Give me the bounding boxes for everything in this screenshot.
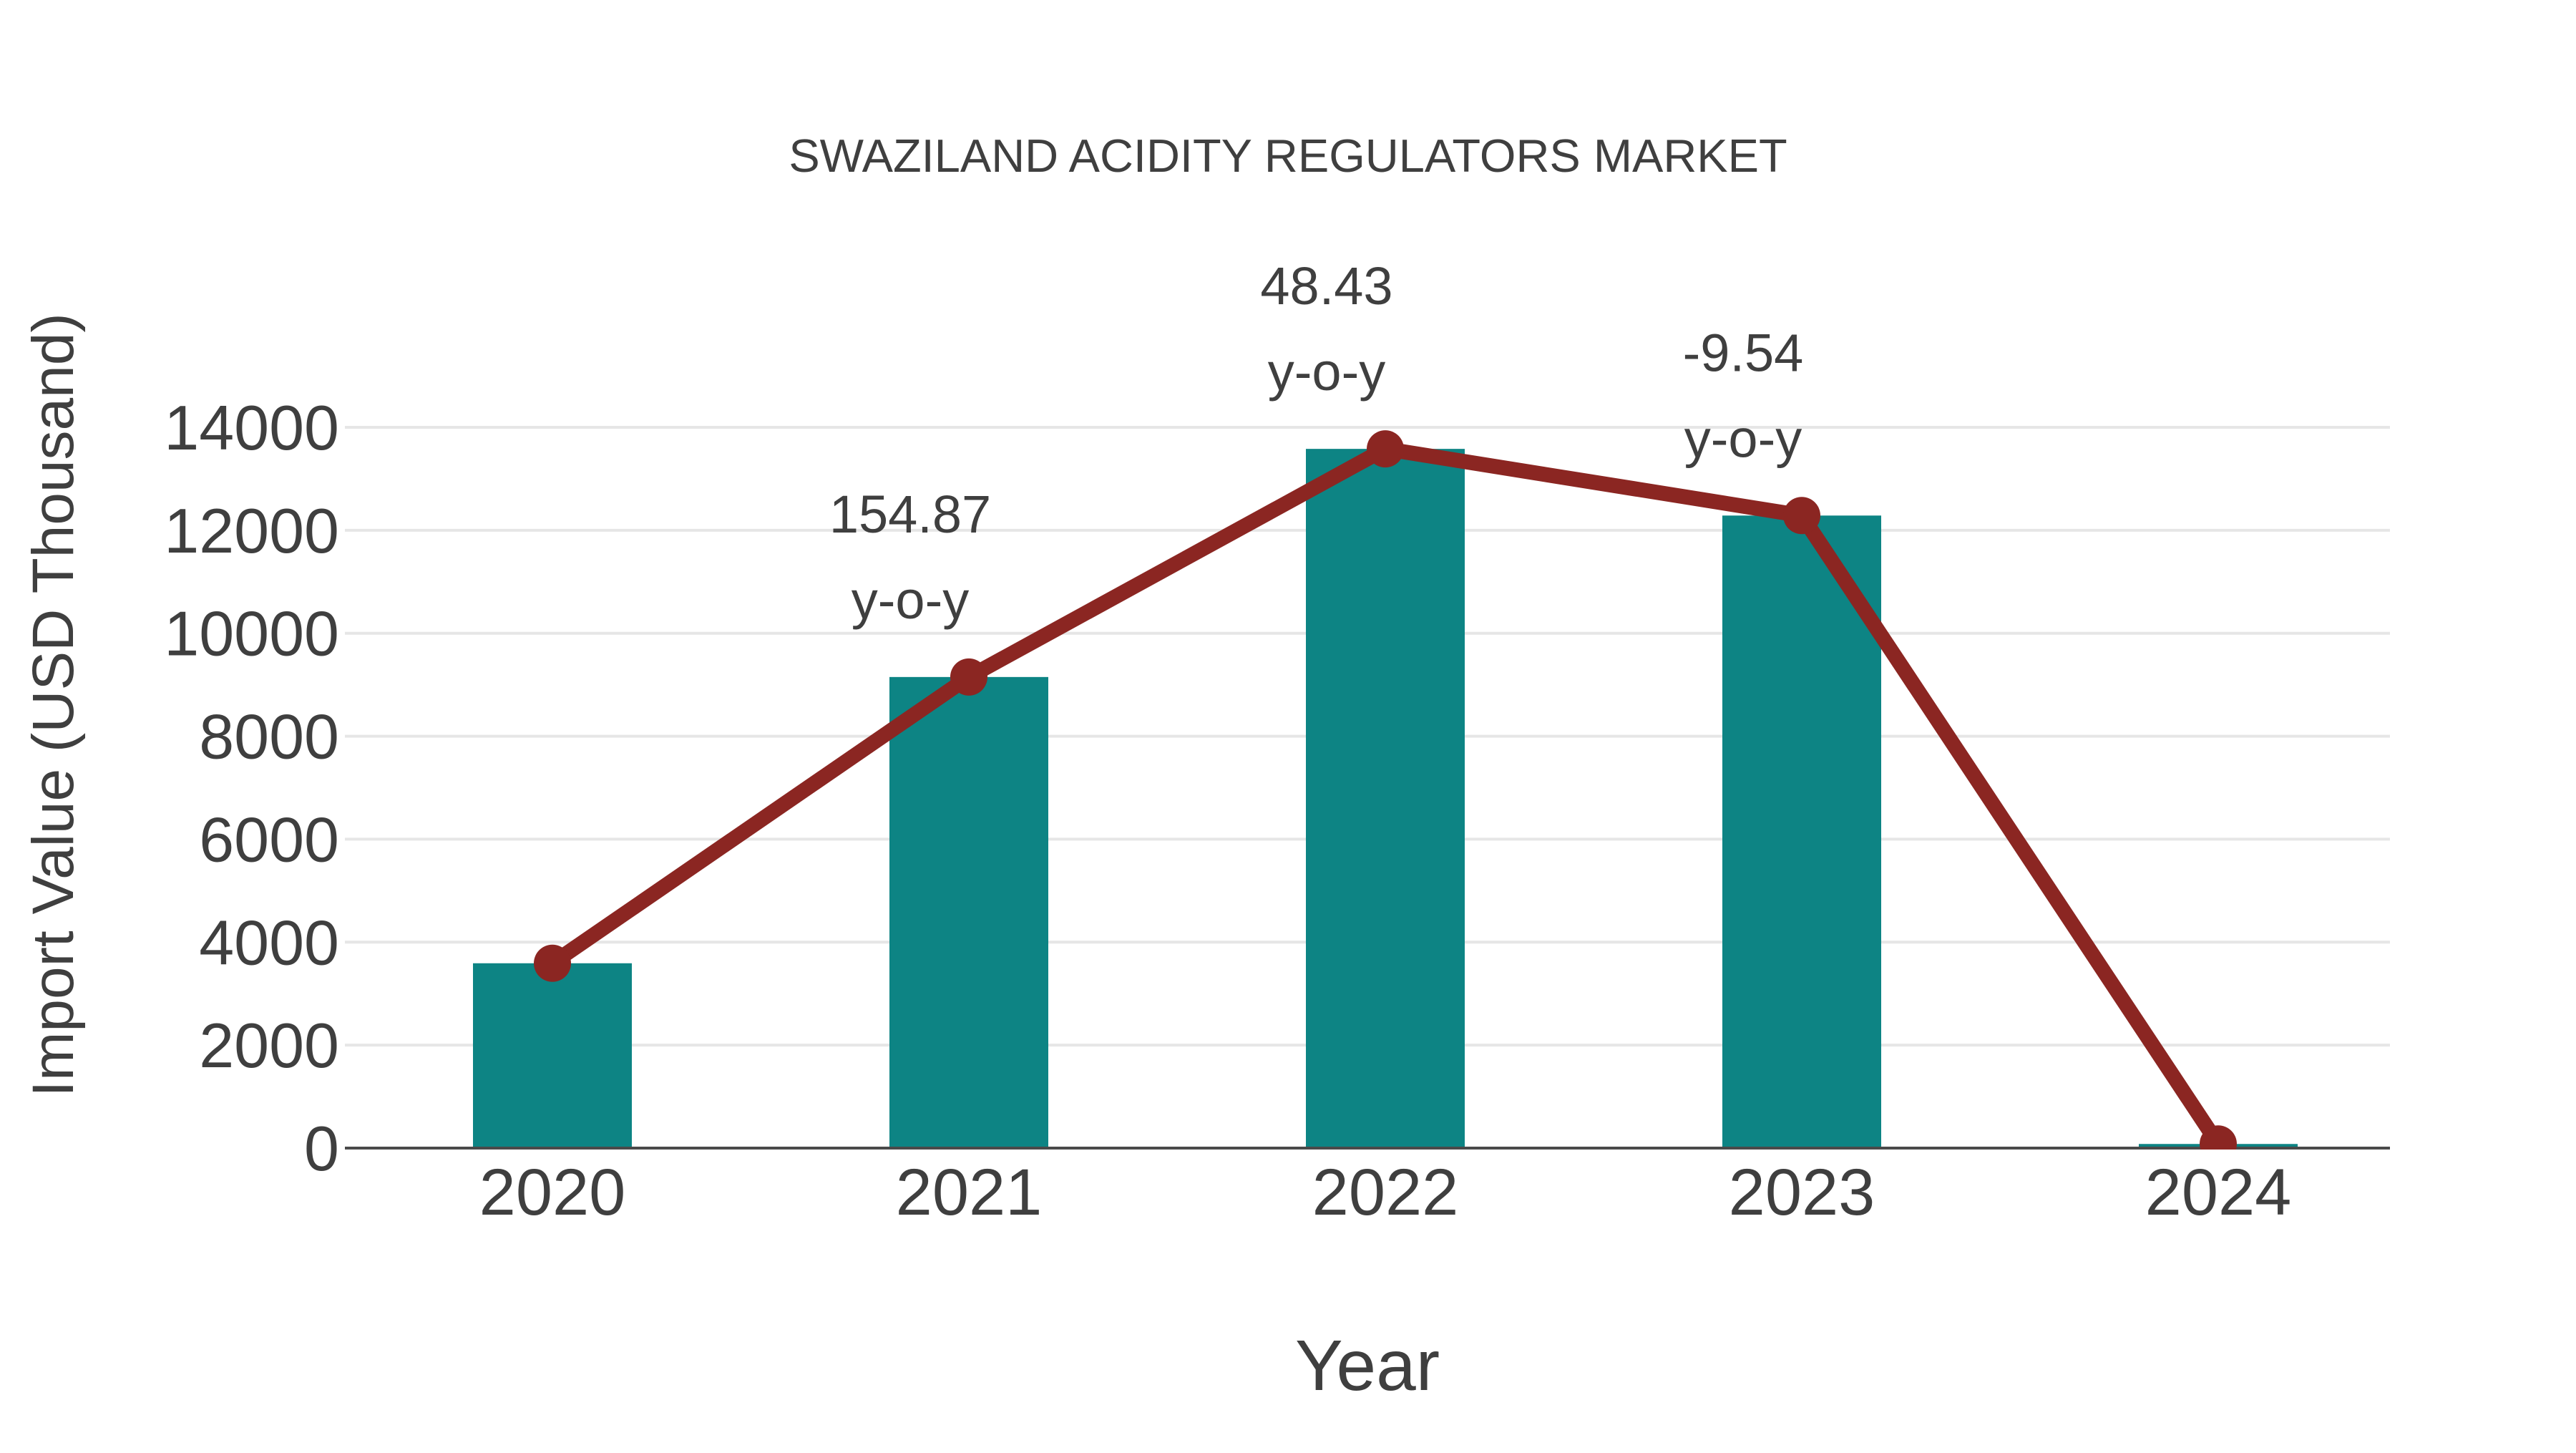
x-tick-2024: 2024 xyxy=(2145,1156,2292,1229)
bar-2023 xyxy=(1722,515,1881,1148)
x-tick-2022: 2022 xyxy=(1312,1156,1459,1229)
annotation-value-2023: -9.54 xyxy=(1683,323,1804,382)
data-point-2020 xyxy=(534,944,571,982)
annotation-value-2021: 154.87 xyxy=(829,485,991,544)
y-tick-0: 0 xyxy=(304,1113,339,1184)
data-point-2021 xyxy=(950,658,987,696)
data-point-2023 xyxy=(1783,497,1820,535)
x-tick-2021: 2021 xyxy=(896,1156,1043,1229)
bar-2021 xyxy=(889,676,1048,1148)
y-axis-title: Import Value (USD Thousand) xyxy=(21,313,86,1097)
x-tick-2020: 2020 xyxy=(479,1156,626,1229)
line-series xyxy=(534,430,2237,1150)
data-point-2022 xyxy=(1367,430,1404,468)
annotation-suffix-2022: y-o-y xyxy=(1268,342,1385,402)
annotation-suffix-2023: y-o-y xyxy=(1684,409,1802,468)
y-tick-10000: 10000 xyxy=(164,598,339,669)
bar-series xyxy=(473,449,2298,1148)
y-tick-2000: 2000 xyxy=(199,1010,339,1081)
y-axis-tick-labels: 0 2000 4000 6000 8000 10000 12000 14000 xyxy=(164,392,339,1184)
x-axis-tick-labels: 2020 2021 2022 2023 2024 xyxy=(479,1156,2292,1229)
y-tick-4000: 4000 xyxy=(199,907,339,978)
annotation-value-2022: 48.43 xyxy=(1260,256,1392,316)
y-tick-8000: 8000 xyxy=(199,701,339,772)
chart-title: SWAZILAND ACIDITY REGULATORS MARKET xyxy=(789,130,1787,182)
y-tick-6000: 6000 xyxy=(199,804,339,875)
bar-2020 xyxy=(473,963,632,1148)
x-tick-2023: 2023 xyxy=(1729,1156,1875,1229)
x-axis-title: Year xyxy=(1295,1326,1440,1406)
y-tick-14000: 14000 xyxy=(164,392,339,463)
bar-2022 xyxy=(1306,449,1465,1148)
yoy-annotations: 154.87 y-o-y 48.43 y-o-y -9.54 y-o-y xyxy=(829,256,1804,630)
y-tick-12000: 12000 xyxy=(164,495,339,566)
data-point-2024 xyxy=(2200,1125,2237,1150)
annotation-suffix-2021: y-o-y xyxy=(852,570,969,630)
